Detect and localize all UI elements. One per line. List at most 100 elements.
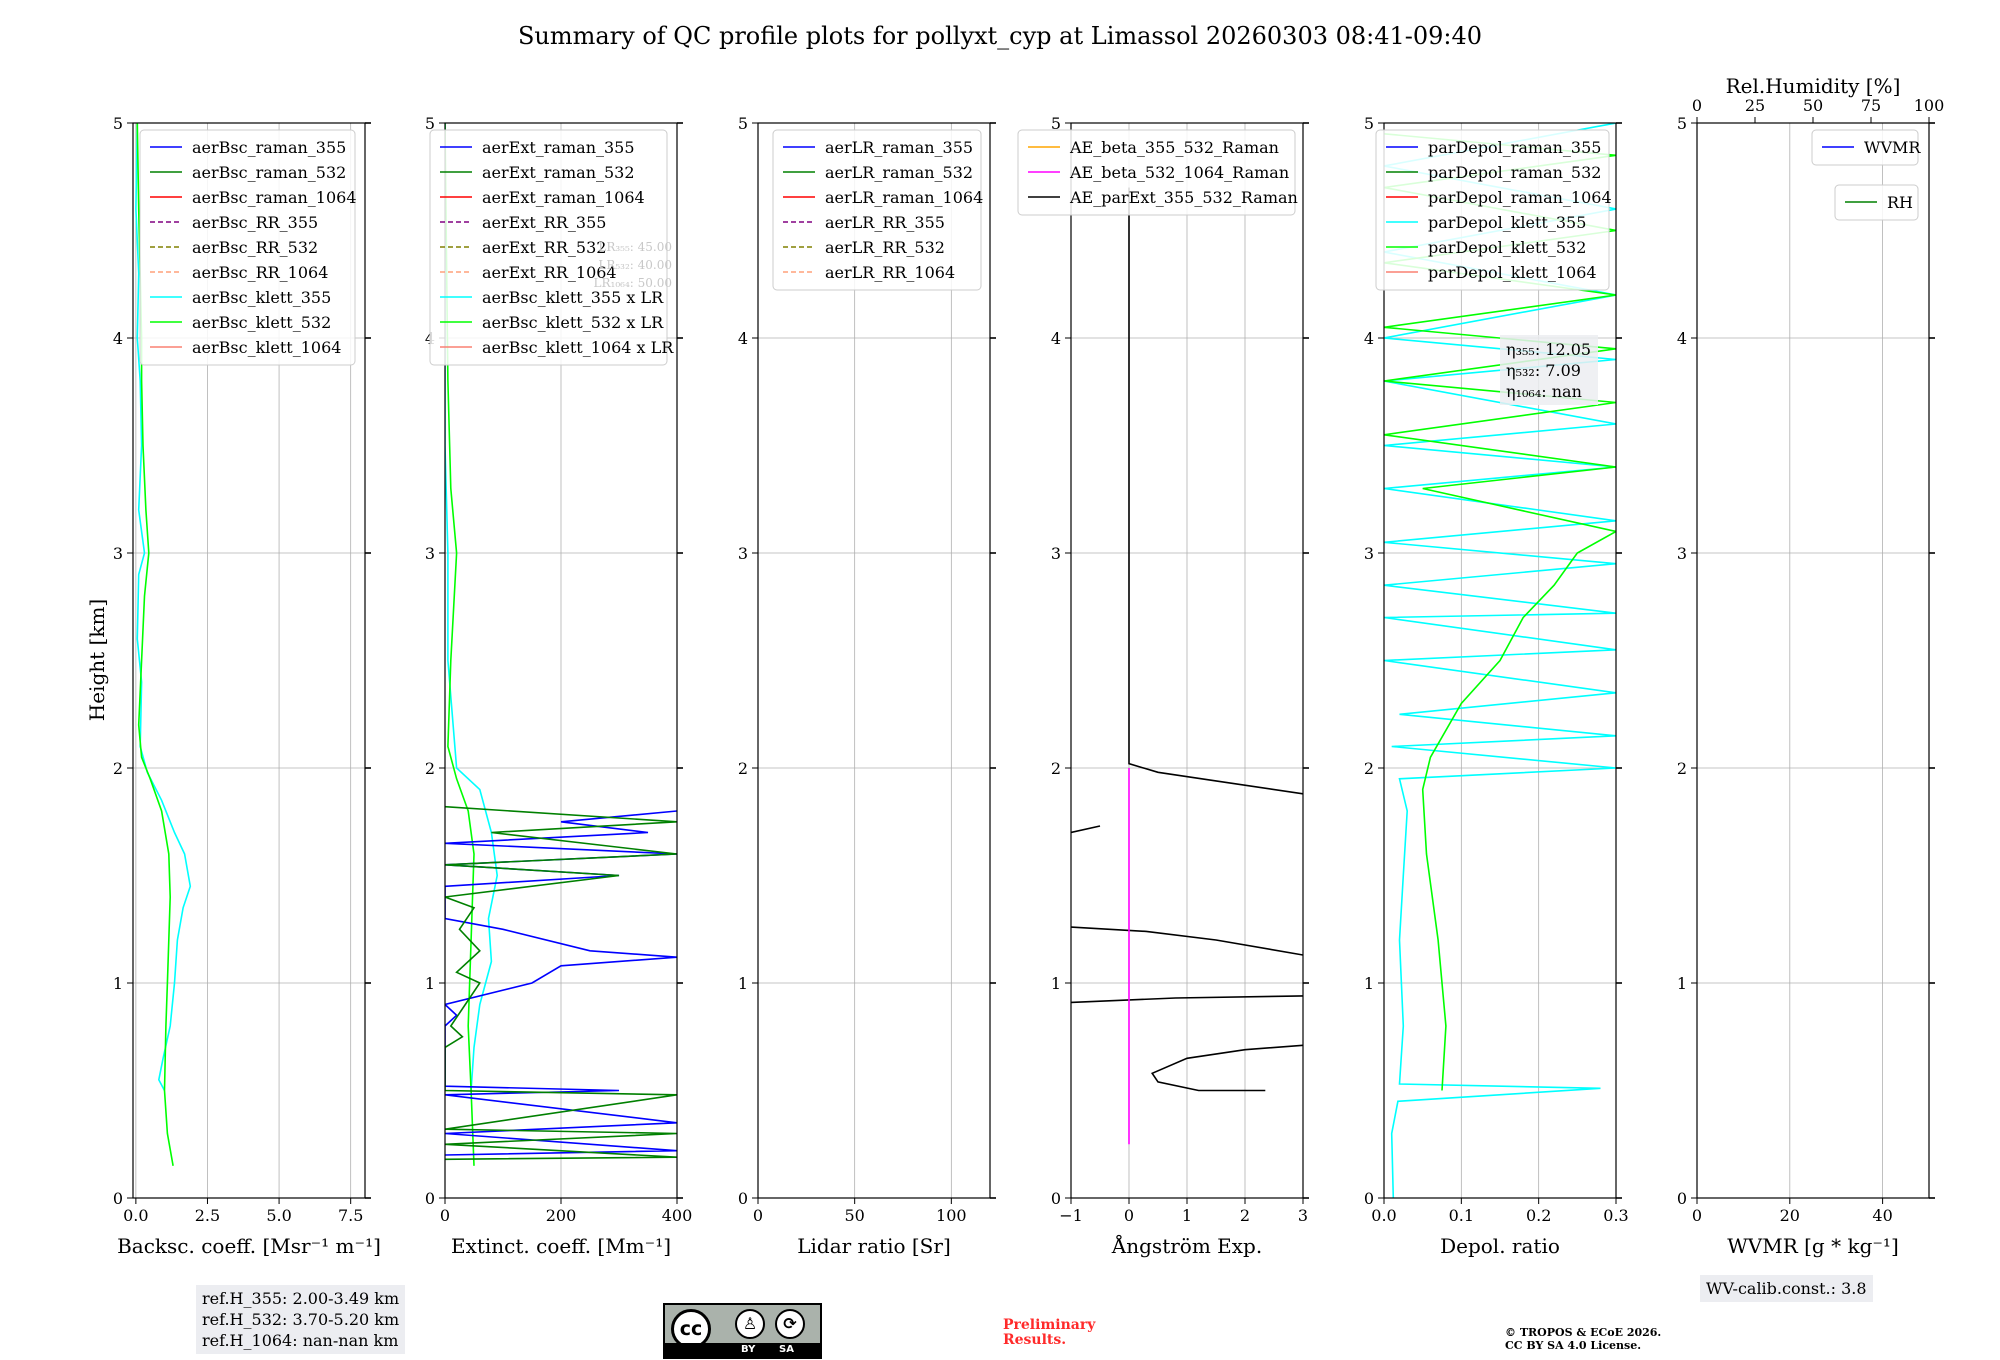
angstrom-ytick-label: 2 <box>1051 759 1061 778</box>
angstrom-ytick-label: 3 <box>1051 544 1061 563</box>
water-vapor-ytick-label: 1 <box>1677 974 1687 993</box>
water-vapor-top-tick-label: 0 <box>1692 96 1702 115</box>
extinction-xtick-label: 0 <box>440 1206 450 1225</box>
extinction-series-aerExt_raman_355 <box>445 810 677 1156</box>
backscatter-series-aerBsc_klett_355 <box>135 123 192 1091</box>
depolarization-axes-frame <box>1383 122 1617 1199</box>
backscatter-xtick-label: 7.5 <box>338 1206 363 1225</box>
license-band <box>665 1343 820 1357</box>
angstrom-xtick-label: 3 <box>1298 1206 1308 1225</box>
extinction-ytick-label: 0 <box>425 1189 435 1208</box>
backscatter-legend-box <box>139 129 356 366</box>
water-vapor-xlabel: WVMR [g * kg⁻¹] <box>1727 1234 1899 1258</box>
water-vapor-ytick-label: 0 <box>1677 1189 1687 1208</box>
depolarization-ytick-label: 0 <box>1364 1189 1374 1208</box>
lidar-ratio-xtick-label: 0 <box>753 1206 763 1225</box>
angstrom-legend-label: AE_parExt_355_532_Raman <box>1069 188 1298 207</box>
extinction-legend-label: aerExt_raman_355 <box>482 138 635 157</box>
lidar-ratio-legend-label: aerLR_RR_355 <box>825 213 945 232</box>
backscatter-legend-label: aerBsc_raman_532 <box>192 163 346 182</box>
figure-title: Summary of QC profile plots for pollyxt_… <box>517 22 1483 50</box>
depolarization-legend-label: parDepol_klett_355 <box>1428 213 1586 232</box>
extinction-legend-label: aerExt_RR_355 <box>482 213 606 232</box>
backscatter-axes-frame <box>132 122 366 1199</box>
water-vapor-axes-frame <box>1696 122 1930 1199</box>
license-sa-label: SA <box>779 1344 794 1355</box>
ref-height-532: ref.H_532: 3.70-5.20 km <box>202 1310 400 1329</box>
water-vapor-top-tick-label: 25 <box>1745 96 1765 115</box>
extinction-ytick-label: 2 <box>425 759 435 778</box>
angstrom-xtick-label: 1 <box>1182 1206 1192 1225</box>
depolarization-xlabel: Depol. ratio <box>1440 1234 1560 1258</box>
backscatter-legend-label: aerBsc_klett_355 <box>192 288 331 307</box>
lidar-ratio-ytick-label: 1 <box>738 974 748 993</box>
water-vapor-top-tick-label: 50 <box>1803 96 1823 115</box>
extinction-legend-label: aerExt_RR_532 <box>482 238 606 257</box>
depolarization-series-parDepol_klett_532 <box>1384 133 1616 1091</box>
preliminary-note: Preliminary Results. <box>1003 1318 1095 1348</box>
backscatter-ytick-label: 2 <box>113 759 123 778</box>
depolarization-ytick-label: 5 <box>1364 114 1374 133</box>
lidar-ratio-ytick-label: 2 <box>738 759 748 778</box>
angstrom-xtick-label: −1 <box>1059 1206 1083 1225</box>
water-vapor-xtick-label: 0 <box>1692 1206 1702 1225</box>
backscatter-xtick-label: 2.5 <box>195 1206 220 1225</box>
cc-license-logo: cc ♙ ⟳ BY SA <box>663 1303 822 1359</box>
extinction-legend-label: aerBsc_klett_1064 x LR <box>482 338 674 357</box>
depol-eta-note: η₁₀₆₄: nan <box>1506 382 1582 401</box>
lidar-ratio-ytick-label: 5 <box>738 114 748 133</box>
extinction-ytick-label: 1 <box>425 974 435 993</box>
angstrom-ytick-label: 1 <box>1051 974 1061 993</box>
depol-eta-note: η₅₃₂: 7.09 <box>1506 361 1581 380</box>
backscatter-legend-label: aerBsc_raman_1064 <box>192 188 357 207</box>
depolarization-ytick-label: 4 <box>1364 329 1374 348</box>
backscatter-legend-label: aerBsc_klett_1064 <box>192 338 341 357</box>
lidar-ratio-legend-label: aerLR_RR_1064 <box>825 263 955 282</box>
backscatter-ytick-label: 5 <box>113 114 123 133</box>
depolarization-legend-label: parDepol_klett_1064 <box>1428 263 1597 282</box>
angstrom-series-AE_parExt_355_532_Raman (3) <box>1071 995 1303 1004</box>
depolarization-ytick-label: 2 <box>1364 759 1374 778</box>
water-vapor-top-tick-label: 75 <box>1861 96 1881 115</box>
lidar-ratio-legend-label: aerLR_raman_355 <box>825 138 973 157</box>
copyright-line-1: © TROPOS & ECoE 2026. <box>1505 1326 1662 1339</box>
extinction-xlabel: Extinct. coeff. [Mm⁻¹] <box>451 1234 671 1258</box>
extinction-legend-label: aerExt_raman_532 <box>482 163 635 182</box>
lidar-ratio-legend-label: aerLR_RR_532 <box>825 238 945 257</box>
depolarization-legend-label: parDepol_raman_532 <box>1428 163 1601 182</box>
depolarization-xtick-label: 0.2 <box>1526 1206 1551 1225</box>
backscatter-ytick-label: 0 <box>113 1189 123 1208</box>
angstrom-legend-box <box>1017 129 1296 216</box>
preliminary-line-1: Preliminary <box>1003 1317 1096 1333</box>
depol-eta-box <box>1500 335 1598 405</box>
lidar-ratio-xtick-label: 50 <box>844 1206 864 1225</box>
angstrom-series-AE_parExt_355_532_Raman (1) <box>1071 825 1101 834</box>
copyright-line-2: CC BY SA 4.0 License. <box>1505 1339 1642 1352</box>
height-axis-label: Height [km] <box>85 599 109 721</box>
angstrom-xlabel: Ångström Exp. <box>1111 1233 1262 1258</box>
backscatter-xtick-label: 0.0 <box>123 1206 148 1225</box>
angstrom-series-AE_parExt_355_532_Raman (4) <box>1150 1044 1303 1092</box>
water-vapor-ytick-label: 5 <box>1677 114 1687 133</box>
lidar-ratio-ytick-label: 0 <box>738 1189 748 1208</box>
water-vapor-xtick-label: 20 <box>1780 1206 1800 1225</box>
extinction-lr-note: LR₁₀₆₄: 50.00 <box>594 276 672 290</box>
water-vapor-legend-box <box>1811 129 1919 166</box>
depolarization-legend-label: parDepol_raman_1064 <box>1428 188 1612 207</box>
water-vapor-legend-label: WVMR <box>1864 138 1921 157</box>
backscatter-legend-label: aerBsc_raman_355 <box>192 138 346 157</box>
water-vapor-legend-label: RH <box>1887 193 1913 212</box>
attribution-icon: ♙ <box>735 1309 765 1339</box>
copyright-note: © TROPOS & ECoE 2026. CC BY SA 4.0 Licen… <box>1505 1326 1661 1352</box>
lidar-ratio-ytick-label: 3 <box>738 544 748 563</box>
water-vapor-ytick-label: 2 <box>1677 759 1687 778</box>
lidar-ratio-ytick-label: 4 <box>738 329 748 348</box>
ref-height-1064: ref.H_1064: nan-nan km <box>202 1331 399 1350</box>
ref-height-355: ref.H_355: 2.00-3.49 km <box>202 1289 400 1308</box>
water-vapor-top-tick-label: 100 <box>1914 96 1945 115</box>
backscatter-xlabel: Backsc. coeff. [Msr⁻¹ m⁻¹] <box>117 1234 381 1258</box>
extinction-legend-label: aerExt_RR_1064 <box>482 263 617 282</box>
angstrom-ytick-label: 5 <box>1051 114 1061 133</box>
depol-eta-note: η₃₅₅: 12.05 <box>1506 340 1591 359</box>
backscatter-xtick-label: 5.0 <box>266 1206 291 1225</box>
